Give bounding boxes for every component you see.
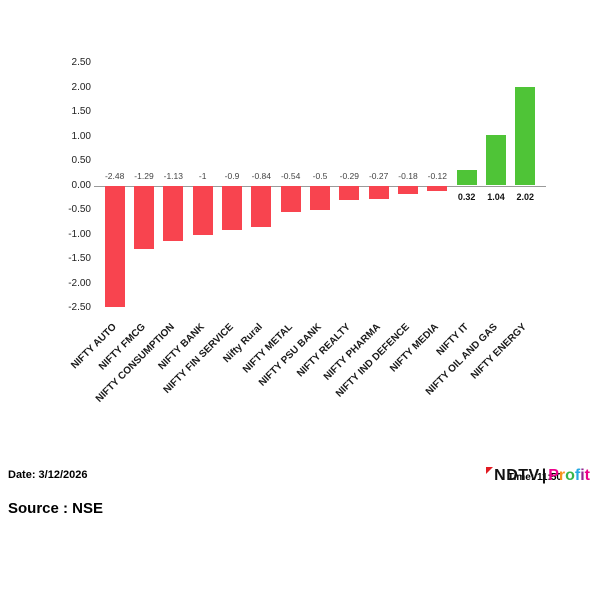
bar-positive xyxy=(515,86,536,186)
bar-negative xyxy=(309,185,330,210)
value-label: -1 xyxy=(198,170,207,181)
sector-performance-chart: 2.50 2.00 1.50 1.00 0.50 0.00 -0.50 -1.00 -1.50-… xyxy=(55,57,546,432)
ndtv-profit-logo: NDTV | Profit xyxy=(486,467,590,485)
profit-logo-letter: f xyxy=(574,467,581,484)
value-label: -0.29 xyxy=(339,170,359,181)
bar-negative xyxy=(192,185,213,235)
bar-negative xyxy=(368,185,389,199)
bar-column: -0.18 xyxy=(393,63,422,308)
profit-logo-letter: o xyxy=(565,467,575,484)
y-tick-label: 2.00 xyxy=(71,81,91,93)
bar-positive xyxy=(485,134,506,186)
value-label: -0.9 xyxy=(224,170,240,181)
y-tick-label: -2.50 xyxy=(68,302,91,313)
bar-negative xyxy=(133,185,154,249)
value-label: 0.32 xyxy=(457,191,476,202)
bar-column: -0.29 xyxy=(335,63,364,308)
bar-column: -0.9 xyxy=(217,63,246,308)
bar-column: -0.84 xyxy=(247,63,276,308)
value-label: 1.04 xyxy=(487,191,505,202)
value-label: 2.02 xyxy=(516,191,535,202)
footer: Date: 3/12/2026 Source : NSE Time: 11:50… xyxy=(0,455,600,600)
source-label: Source : NSE xyxy=(8,500,104,517)
value-label: -0.27 xyxy=(368,170,389,181)
bar-negative xyxy=(280,185,301,212)
value-label: -1.29 xyxy=(134,170,154,181)
y-axis: 2.50 2.00 1.50 1.00 0.50 0.00 -0.50 -1.00 -1.50 -… xyxy=(55,57,95,313)
y-tick-label: 0.50 xyxy=(71,155,91,166)
logo-separator: | xyxy=(541,467,547,484)
brand-area: Time: 11:50 NDTV | Profit xyxy=(440,465,590,495)
value-label: -2.48 xyxy=(104,170,125,181)
bar-column: -2.48 xyxy=(100,63,129,308)
y-tick-label: -0.50 xyxy=(68,204,91,215)
value-label: -0.54 xyxy=(280,170,301,181)
bar-column: -0.27 xyxy=(364,63,393,308)
ndtv-logo-text: NDTV xyxy=(494,467,540,484)
bar-negative xyxy=(339,185,360,200)
y-tick-label: 2.50 xyxy=(71,57,91,68)
bar-column: -0.12 xyxy=(423,63,452,308)
bar-negative xyxy=(163,185,184,241)
date-label: Date: 3/12/2026 xyxy=(8,469,88,481)
bar-negative xyxy=(104,185,125,308)
y-tick-label: 0.00 xyxy=(71,179,91,191)
y-tick-label: -2.00 xyxy=(68,277,91,289)
profit-logo-letter: P xyxy=(548,467,559,484)
bar-column: 2.02 xyxy=(511,63,540,308)
bar-negative xyxy=(251,185,272,227)
y-tick-label: -1.00 xyxy=(68,228,91,240)
ndtv-logo-mark-icon xyxy=(486,467,494,474)
time-label: Time: 11:50 xyxy=(507,472,562,483)
bar-column: -0.54 xyxy=(276,63,305,308)
value-label: -0.84 xyxy=(251,170,271,181)
profit-logo-letter: r xyxy=(558,467,566,484)
bar-column: -1 xyxy=(188,63,217,308)
y-tick-label: -1.50 xyxy=(68,253,91,264)
bar-negative xyxy=(221,185,242,230)
value-label: -1.13 xyxy=(163,170,183,181)
value-label: -0.5 xyxy=(312,170,328,181)
plot-area: -2.48 -1.29 -1.13 -1 -0.9 -0.84 -0.54 -0.5 -0.29… xyxy=(94,63,546,308)
y-tick-label: 1.00 xyxy=(71,130,91,142)
bar-column: -1.13 xyxy=(159,63,188,308)
profit-logo-letter: i xyxy=(580,467,585,484)
bar-column: 0.32 xyxy=(452,63,481,308)
bar-negative xyxy=(427,185,448,192)
value-label: -0.18 xyxy=(398,170,418,181)
value-label: -0.12 xyxy=(427,170,447,181)
bar-column: -0.5 xyxy=(305,63,334,308)
bar-negative xyxy=(397,185,418,195)
y-tick-label: 1.50 xyxy=(71,106,91,117)
profit-logo-text: Profit xyxy=(548,467,590,484)
bar-positive xyxy=(456,169,477,186)
bar-column: -1.29 xyxy=(129,63,158,308)
bar-column: 1.04 xyxy=(481,63,510,308)
x-axis-labels: NIFTY AUTO NIFTY FMCG NIFTY CONSUMPTION NIF… xyxy=(69,312,540,432)
profit-logo-letter: t xyxy=(584,467,590,484)
